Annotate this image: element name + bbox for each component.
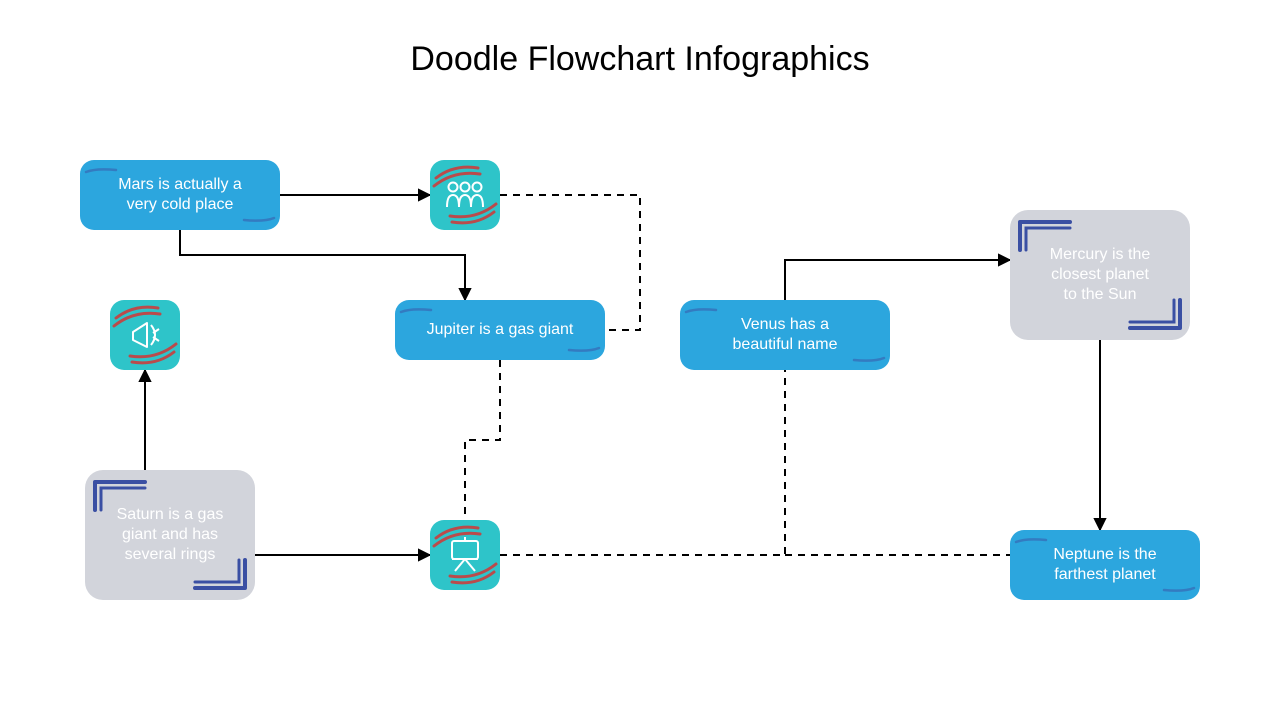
node-jupiter: Jupiter is a gas giant [395,300,605,360]
edge-mars-jupiter [180,230,465,300]
node-venus: Venus has a beautiful name [680,300,890,370]
node-saturn: Saturn is a gas giant and has several ring… [85,470,255,600]
node-jupiter-line0: Jupiter is a gas giant [427,321,574,338]
node-mega [110,300,180,370]
node-board [430,520,500,590]
node-neptune-line1: farthest planet [1054,566,1156,583]
node-saturn-line1: giant and has [122,526,218,543]
node-mercury-line2: to the Sun [1064,286,1137,303]
flowchart-canvas: Mars is actually a very cold place Jupiter… [0,0,1280,720]
edge-jupiter-board [465,360,500,520]
node-mercury-line1: closest planet [1051,266,1149,283]
node-mars-line0: Mars is actually a [118,176,242,193]
node-neptune-line0: Neptune is the [1053,546,1156,563]
node-venus-line0: Venus has a [741,316,829,333]
edge-board-neptune [500,370,785,555]
node-mercury-line0: Mercury is the [1050,246,1151,263]
edge-venus-mercury [785,260,1010,300]
flowchart-stage: Doodle Flowchart Infographics Mars is ac… [0,0,1280,720]
node-mars-line1: very cold place [127,196,234,213]
edges-layer [145,195,1100,555]
node-people [430,160,500,230]
node-venus-line1: beautiful name [733,336,838,353]
node-mercury: Mercury is the closest planet to the Sun [1010,210,1190,340]
node-saturn-line2: several rings [125,546,216,563]
node-saturn-line0: Saturn is a gas [117,506,224,523]
node-mars: Mars is actually a very cold place [80,160,280,230]
node-neptune: Neptune is the farthest planet [1010,530,1200,600]
